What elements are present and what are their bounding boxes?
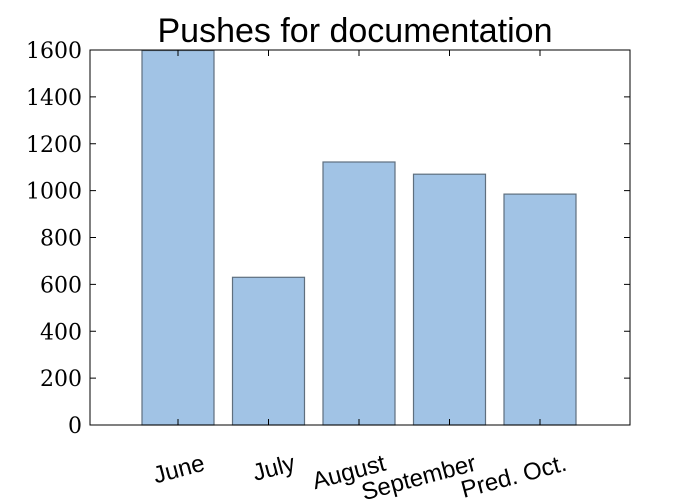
bar-september: [412, 173, 487, 426]
x-tick-label: June: [150, 450, 207, 490]
y-tick-label: 400: [40, 320, 82, 345]
y-tick-label: 1600: [26, 39, 82, 64]
x-tick-label: July: [250, 450, 298, 487]
chart-title: Pushes for documentation: [157, 12, 552, 50]
y-tick-label: 200: [40, 367, 82, 392]
y-tick-label: 800: [40, 227, 82, 252]
y-tick-label: 0: [68, 414, 82, 439]
bar-july: [231, 276, 306, 426]
bar-august: [322, 161, 396, 426]
y-tick-label: 600: [40, 273, 82, 298]
y-tick-label: 1400: [26, 86, 82, 111]
bar-pred-oct: [503, 193, 577, 426]
y-tick-label: 1200: [26, 133, 82, 158]
y-tick-label: 1000: [26, 180, 82, 205]
bars-group: [141, 49, 577, 426]
bar-june: [141, 49, 215, 426]
y-axis: 0 200 400 600 800 1000 1200 1400 1600: [26, 39, 630, 439]
x-tick-label: Pred. Oct.: [458, 450, 569, 500]
